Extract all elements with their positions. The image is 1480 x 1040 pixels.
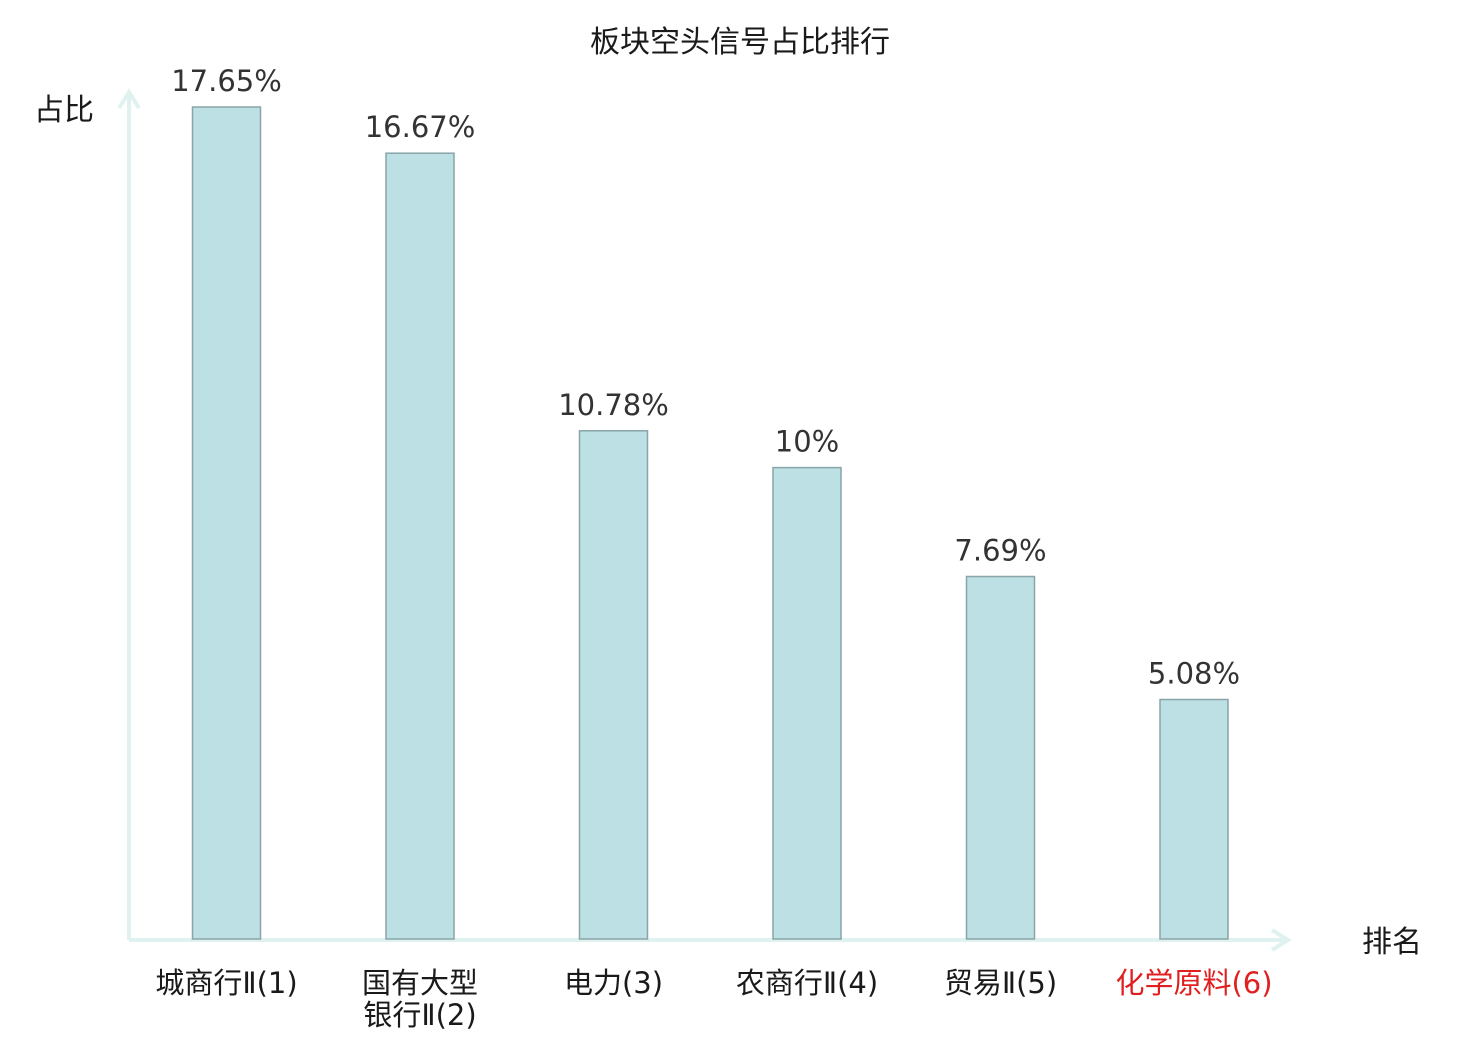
x-axis-label: 排名 xyxy=(1362,925,1422,960)
bar-value-label-1: 17.65% xyxy=(171,64,282,98)
x-tick-label-3: 电力(3) xyxy=(564,966,663,1000)
bar-4 xyxy=(773,468,841,939)
bar-value-label-5: 7.69% xyxy=(954,534,1046,568)
bar-5 xyxy=(967,577,1035,940)
x-tick-label-6: 化学原料(6) xyxy=(1115,966,1272,1000)
bars-group xyxy=(193,107,1229,939)
bar-value-label-4: 10% xyxy=(775,425,839,459)
x-tick-label-4: 农商行Ⅱ(4) xyxy=(736,966,878,1000)
x-tick-label-2-line-1: 国有大型 xyxy=(362,966,478,1000)
x-tick-label-5: 贸易Ⅱ(5) xyxy=(944,966,1057,1000)
bar-3 xyxy=(580,431,648,939)
x-tick-label-2-line-2: 银行Ⅱ(2) xyxy=(363,998,476,1032)
bar-1 xyxy=(193,107,261,939)
bar-value-label-6: 5.08% xyxy=(1148,657,1240,691)
bar-6 xyxy=(1160,700,1228,940)
chart-title: 板块空头信号占比排行 xyxy=(590,25,890,60)
y-axis xyxy=(119,92,139,940)
value-labels-group: 17.65% 16.67% 10.78% 10% 7.69% 5.08% xyxy=(171,64,1240,691)
bar-2 xyxy=(386,153,454,939)
bar-value-label-3: 10.78% xyxy=(558,388,669,422)
x-tick-label-1: 城商行Ⅱ(1) xyxy=(155,966,297,1000)
y-axis-label: 占比 xyxy=(34,93,94,128)
bar-value-label-2: 16.67% xyxy=(365,110,476,144)
x-axis xyxy=(129,930,1288,950)
